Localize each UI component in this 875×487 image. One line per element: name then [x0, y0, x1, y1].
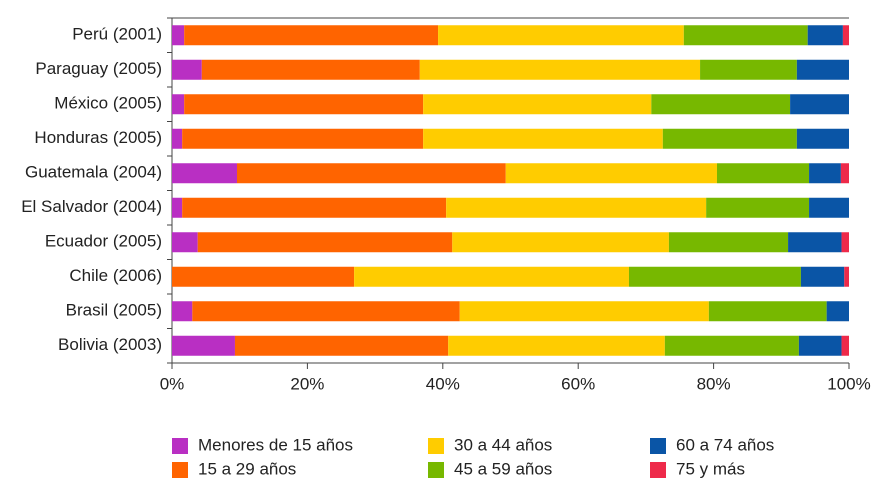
- bar-segment: [184, 94, 424, 115]
- bar-segment: [662, 128, 797, 149]
- bar-segment: [172, 301, 193, 322]
- bar-segment: [664, 335, 799, 356]
- legend-swatch: [650, 438, 666, 454]
- x-tick-label: 80%: [697, 374, 731, 393]
- bar-segment: [842, 25, 849, 46]
- bar-segment: [683, 25, 808, 46]
- bar-segment: [809, 197, 849, 218]
- y-tick-label: Paraguay (2005): [35, 59, 162, 78]
- bar-segment: [236, 163, 506, 184]
- bar-segment: [172, 163, 237, 184]
- legend-label: 60 a 74 años: [676, 435, 774, 454]
- bar-segment: [844, 266, 849, 287]
- bar-segment: [651, 94, 791, 115]
- bar-segment: [809, 163, 841, 184]
- y-tick-label: Honduras (2005): [34, 128, 162, 147]
- bar-segment: [459, 301, 709, 322]
- bar-segment: [700, 59, 797, 80]
- y-tick-label: México (2005): [54, 94, 162, 113]
- y-tick-label: Guatemala (2004): [25, 163, 162, 182]
- bar-segment: [446, 197, 707, 218]
- bar-segment: [201, 59, 420, 80]
- legend-swatch: [428, 438, 444, 454]
- bar-segment: [172, 335, 235, 356]
- bar-segment: [448, 335, 665, 356]
- bar-segment: [505, 163, 717, 184]
- bar-segment: [197, 232, 453, 253]
- y-tick-label: Bolivia (2003): [58, 335, 162, 354]
- bar-segment: [798, 335, 842, 356]
- bar-segment: [800, 266, 845, 287]
- bar-segment: [172, 25, 185, 46]
- bar-segment: [184, 25, 439, 46]
- bar-segment: [452, 232, 669, 253]
- bar-segment: [172, 128, 183, 149]
- bar-segment: [706, 197, 810, 218]
- bar-segment: [172, 266, 355, 287]
- bar-segment: [790, 94, 849, 115]
- bar-segment: [668, 232, 789, 253]
- legend-swatch: [172, 438, 188, 454]
- bar-segment: [841, 335, 849, 356]
- bar-segment: [826, 301, 849, 322]
- bar-segment: [182, 128, 424, 149]
- legend-swatch: [172, 462, 188, 478]
- legend-label: 75 y más: [676, 459, 745, 478]
- bar-segment: [192, 301, 460, 322]
- bar-segment: [628, 266, 801, 287]
- bar-segment: [788, 232, 842, 253]
- x-tick-label: 0%: [160, 374, 185, 393]
- bar-segment: [708, 301, 827, 322]
- bar-segment: [172, 197, 183, 218]
- bar-segment: [423, 128, 663, 149]
- y-tick-label: Perú (2001): [72, 25, 162, 44]
- legend-label: 15 a 29 años: [198, 459, 296, 478]
- bar-segment: [716, 163, 810, 184]
- bar-segment: [419, 59, 701, 80]
- y-tick-label: Ecuador (2005): [45, 232, 162, 251]
- x-tick-label: 40%: [426, 374, 460, 393]
- bar-segment: [796, 59, 849, 80]
- y-tick-label: Brasil (2005): [66, 301, 162, 320]
- x-tick-label: 100%: [827, 374, 870, 393]
- bar-segment: [172, 232, 198, 253]
- legend-swatch: [428, 462, 444, 478]
- bar-segment: [172, 94, 185, 115]
- bar-segment: [172, 59, 202, 80]
- legend-label: Menores de 15 años: [198, 435, 353, 454]
- y-tick-label: Chile (2006): [69, 266, 162, 285]
- bar-segment: [423, 94, 652, 115]
- bar-segment: [807, 25, 843, 46]
- x-tick-label: 20%: [290, 374, 324, 393]
- bar-segment: [182, 197, 447, 218]
- bar-segment: [840, 163, 849, 184]
- bar-segment: [841, 232, 849, 253]
- legend-swatch: [650, 462, 666, 478]
- bar-segment: [234, 335, 449, 356]
- bar-segment: [796, 128, 849, 149]
- bar-segment: [354, 266, 629, 287]
- legend-label: 30 a 44 años: [454, 435, 552, 454]
- legend-label: 45 a 59 años: [454, 459, 552, 478]
- y-tick-label: El Salvador (2004): [21, 197, 162, 216]
- bar-segment: [438, 25, 684, 46]
- x-tick-label: 60%: [561, 374, 595, 393]
